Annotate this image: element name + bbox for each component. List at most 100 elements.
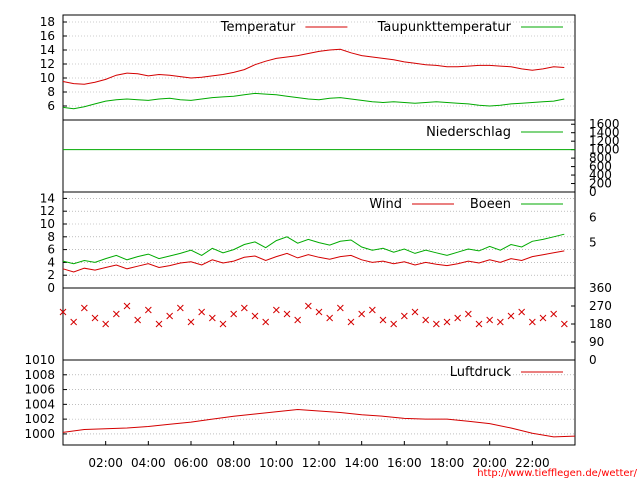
precipitation-panel-ytick-label: 1000 bbox=[589, 143, 620, 157]
wind-direction-panel-point bbox=[70, 318, 78, 326]
wind-direction-panel-point bbox=[422, 316, 430, 324]
wind-direction-panel-point bbox=[251, 312, 259, 320]
wind-direction-panel-point bbox=[187, 318, 195, 326]
wind-panel-series-boeen bbox=[62, 233, 565, 265]
footer-url[interactable]: http://www.tiefflegen.de/wetter/ bbox=[477, 468, 637, 479]
wind-direction-panel-point bbox=[411, 308, 419, 316]
temperature-panel-ytick-label: 16 bbox=[40, 29, 55, 43]
wind-direction-panel-point bbox=[166, 312, 174, 320]
wind-direction-panel-point bbox=[272, 306, 280, 314]
wind-direction-panel-point bbox=[496, 318, 504, 326]
precipitation-panel-legend-label: Niederschlag bbox=[426, 125, 511, 140]
pressure-panel-ytick-label: 1010 bbox=[24, 353, 55, 367]
precipitation-panel-ytick-label: 1600 bbox=[589, 117, 620, 131]
temperature-panel-ytick-label: 8 bbox=[47, 85, 55, 99]
wind-direction-panel-point bbox=[486, 316, 494, 324]
wind-direction-panel-point bbox=[304, 302, 312, 310]
wind-panel-ytick-label: 10 bbox=[40, 217, 55, 231]
wind-direction-panel-ytick-label: 0 bbox=[589, 353, 597, 367]
wind-direction-panel-point bbox=[144, 306, 152, 314]
wind-direction-panel-point bbox=[208, 314, 216, 322]
wind-direction-panel-point bbox=[112, 310, 120, 318]
precipitation-panel-ytick-label: 1400 bbox=[589, 126, 620, 140]
wind-panel-legend-label: Wind bbox=[369, 197, 402, 212]
x-tick-label: 18:00 bbox=[430, 456, 465, 470]
wind-direction-panel-point bbox=[443, 318, 451, 326]
wind-direction-panel-point bbox=[134, 316, 142, 324]
precipitation-panel-ytick-label: 400 bbox=[589, 168, 612, 182]
x-tick-label: 10:00 bbox=[259, 456, 294, 470]
wind-direction-panel-ytick-label: 360 bbox=[589, 281, 612, 295]
temperature-panel-series-taupunkttemperatur bbox=[62, 92, 565, 110]
x-tick-label: 12:00 bbox=[302, 456, 337, 470]
pressure-panel-ytick-label: 1008 bbox=[24, 368, 55, 382]
wind-direction-panel-point bbox=[176, 304, 184, 312]
wind-panel-legend-label: Boeen bbox=[470, 197, 511, 212]
wind-direction-panel-point bbox=[123, 302, 131, 310]
temperature-panel-ytick-label: 6 bbox=[47, 99, 55, 113]
wind-direction-panel-point bbox=[294, 316, 302, 324]
wind-direction-panel-point bbox=[454, 314, 462, 322]
x-tick-label: 20:00 bbox=[472, 456, 507, 470]
wind-direction-panel-point bbox=[80, 304, 88, 312]
wind-panel-series-wind bbox=[62, 250, 565, 273]
wind-direction-panel-point bbox=[550, 310, 558, 318]
wind-direction-panel-point bbox=[336, 304, 344, 312]
wind-direction-panel-point bbox=[358, 310, 366, 318]
x-tick-label: 14:00 bbox=[344, 456, 379, 470]
wind-direction-panel-point bbox=[198, 308, 206, 316]
wind-direction-panel-point bbox=[91, 314, 99, 322]
wind-panel-ytick-label: 2 bbox=[47, 268, 55, 282]
wind-direction-panel-point bbox=[390, 320, 398, 328]
precipitation-panel-ytick-label: 1200 bbox=[589, 134, 620, 148]
x-tick-label: 06:00 bbox=[174, 456, 209, 470]
wind-panel-y2tick-label: 5 bbox=[589, 236, 597, 250]
wind-direction-panel-ytick-label: 270 bbox=[589, 299, 612, 313]
temperature-panel-legend-label: Taupunkttemperatur bbox=[377, 20, 512, 35]
temperature-panel-ytick-label: 18 bbox=[40, 15, 55, 29]
wind-direction-panel-point bbox=[262, 318, 270, 326]
temperature-panel-ytick-label: 14 bbox=[40, 43, 55, 57]
wind-panel-ytick-label: 12 bbox=[40, 204, 55, 218]
precipitation-panel-ytick-label: 200 bbox=[589, 177, 612, 191]
wind-direction-panel-point bbox=[528, 318, 536, 326]
pressure-panel-ytick-label: 1006 bbox=[24, 383, 55, 397]
wind-direction-panel-point bbox=[539, 314, 547, 322]
pressure-panel-ytick-label: 1002 bbox=[24, 412, 55, 426]
wind-direction-panel-point bbox=[219, 320, 227, 328]
temperature-panel-series-temperatur bbox=[62, 48, 565, 85]
wind-direction-panel-point bbox=[379, 316, 387, 324]
wind-direction-panel-ytick-label: 90 bbox=[589, 335, 604, 349]
wind-direction-panel-point bbox=[432, 320, 440, 328]
wind-direction-panel-point bbox=[347, 318, 355, 326]
wind-direction-panel-point bbox=[59, 308, 67, 316]
wind-direction-panel-point bbox=[155, 320, 163, 328]
pressure-panel-ytick-label: 1000 bbox=[24, 427, 55, 441]
temperature-panel-legend-label: Temperatur bbox=[220, 20, 296, 35]
wind-direction-panel: 0 90 180 270 360 bbox=[59, 281, 612, 367]
temperature-panel-ytick-label: 12 bbox=[40, 57, 55, 71]
wind-direction-panel-point bbox=[240, 304, 248, 312]
wind-panel-ytick-label: 14 bbox=[40, 191, 55, 205]
wind-direction-panel-ytick-label: 180 bbox=[589, 317, 612, 331]
wind-direction-panel-point bbox=[400, 312, 408, 320]
precipitation-panel-ytick-label: 800 bbox=[589, 151, 612, 165]
wind-direction-panel-point bbox=[230, 310, 238, 318]
x-tick-label: 22:00 bbox=[515, 456, 550, 470]
x-tick-label: 04:00 bbox=[131, 456, 166, 470]
pressure-panel-ytick-label: 1004 bbox=[24, 397, 55, 411]
wind-panel-ytick-label: 6 bbox=[47, 243, 55, 257]
wind-direction-panel-point bbox=[475, 320, 483, 328]
wind-panel-ytick-label: 4 bbox=[47, 255, 55, 269]
wind-direction-panel-point bbox=[560, 320, 568, 328]
x-axis-ticks: 02:00 04:00 06:00 08:00 10:00 12:00 14:00 16:00… bbox=[88, 441, 550, 470]
wind-direction-panel-point bbox=[518, 308, 526, 316]
wind-direction-panel-point bbox=[368, 306, 376, 314]
temperature-panel-ytick-label: 10 bbox=[40, 71, 55, 85]
wind-direction-panel-point bbox=[102, 320, 110, 328]
